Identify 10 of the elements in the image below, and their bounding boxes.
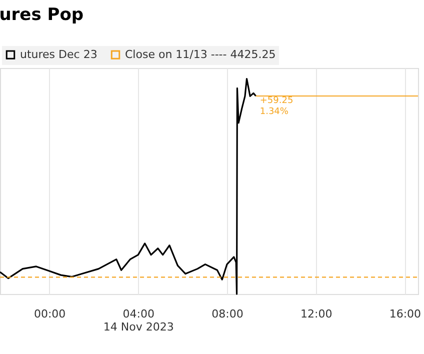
x-tick-label: 04:00 14 Nov 2023 <box>103 308 174 334</box>
annotation: +59.25 <box>260 96 294 106</box>
x-tick-label: 00:00 <box>34 308 66 320</box>
legend-label: utures Dec 23 <box>20 48 98 61</box>
x-tick-label: 16:00 <box>389 308 422 320</box>
x-tick-label: 12:00 <box>300 308 332 320</box>
chart-title: ures Pop <box>0 5 84 25</box>
legend-label: Close on 11/13 ---- 4425.25 <box>125 48 276 61</box>
x-tick-label: 08:00 <box>212 308 244 320</box>
annotation: 1.34% <box>260 106 289 117</box>
